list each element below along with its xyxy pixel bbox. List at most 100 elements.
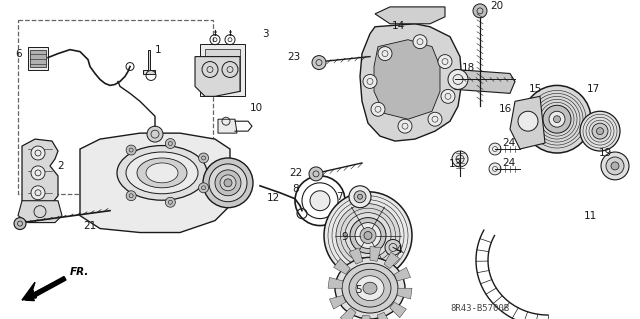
- Ellipse shape: [356, 276, 384, 300]
- Circle shape: [126, 191, 136, 201]
- Circle shape: [31, 186, 45, 200]
- Text: 23: 23: [287, 52, 300, 62]
- Ellipse shape: [363, 282, 377, 294]
- Ellipse shape: [203, 158, 253, 208]
- Ellipse shape: [336, 204, 400, 267]
- Polygon shape: [330, 295, 346, 309]
- Polygon shape: [205, 48, 240, 91]
- Ellipse shape: [342, 263, 398, 313]
- Ellipse shape: [554, 116, 561, 123]
- Circle shape: [31, 166, 45, 180]
- Polygon shape: [374, 40, 440, 119]
- Polygon shape: [18, 201, 62, 223]
- Ellipse shape: [335, 257, 405, 319]
- Circle shape: [147, 126, 163, 142]
- Polygon shape: [455, 70, 515, 93]
- Circle shape: [165, 138, 175, 148]
- Text: 12: 12: [267, 193, 280, 203]
- Polygon shape: [22, 282, 35, 300]
- Text: 11: 11: [584, 211, 596, 221]
- Circle shape: [378, 47, 392, 61]
- Ellipse shape: [310, 191, 330, 211]
- Ellipse shape: [358, 194, 362, 199]
- Text: 15: 15: [529, 85, 542, 94]
- Circle shape: [441, 89, 455, 103]
- Ellipse shape: [523, 85, 591, 153]
- Text: 3: 3: [262, 29, 269, 39]
- Circle shape: [518, 111, 538, 131]
- Polygon shape: [328, 278, 343, 288]
- Ellipse shape: [364, 232, 372, 240]
- Polygon shape: [80, 133, 230, 233]
- Circle shape: [438, 55, 452, 69]
- Polygon shape: [22, 139, 58, 209]
- Text: 2: 2: [58, 161, 64, 171]
- Ellipse shape: [324, 192, 412, 279]
- Text: 5: 5: [355, 285, 362, 295]
- Ellipse shape: [349, 269, 391, 307]
- Text: 10: 10: [250, 103, 263, 113]
- Ellipse shape: [606, 157, 624, 175]
- Circle shape: [385, 240, 401, 256]
- Text: 8: 8: [292, 184, 300, 194]
- Polygon shape: [200, 44, 245, 96]
- Polygon shape: [359, 315, 370, 319]
- Ellipse shape: [580, 111, 620, 151]
- Circle shape: [428, 112, 442, 126]
- Circle shape: [448, 70, 468, 89]
- Circle shape: [14, 218, 26, 230]
- Text: 24: 24: [502, 138, 515, 148]
- Polygon shape: [384, 252, 400, 269]
- Circle shape: [165, 197, 175, 207]
- Polygon shape: [340, 308, 356, 319]
- Circle shape: [371, 102, 385, 116]
- Circle shape: [452, 151, 468, 167]
- Polygon shape: [30, 50, 46, 67]
- Polygon shape: [397, 288, 412, 299]
- Ellipse shape: [355, 223, 381, 249]
- Ellipse shape: [549, 111, 565, 127]
- Text: 8R43-B5700B: 8R43-B5700B: [451, 304, 509, 313]
- Text: 16: 16: [499, 104, 512, 114]
- Polygon shape: [370, 247, 381, 261]
- Ellipse shape: [220, 175, 236, 191]
- Ellipse shape: [117, 145, 207, 200]
- Circle shape: [198, 183, 209, 193]
- Polygon shape: [360, 24, 462, 141]
- Ellipse shape: [215, 170, 241, 196]
- Polygon shape: [510, 96, 545, 149]
- FancyArrow shape: [25, 277, 66, 300]
- Polygon shape: [377, 312, 391, 319]
- Ellipse shape: [209, 164, 247, 202]
- Circle shape: [489, 163, 501, 175]
- Polygon shape: [390, 302, 406, 318]
- Ellipse shape: [137, 158, 187, 188]
- Text: 1: 1: [155, 45, 161, 55]
- Polygon shape: [394, 267, 411, 281]
- Text: 6: 6: [15, 48, 22, 59]
- Polygon shape: [195, 56, 240, 96]
- Polygon shape: [143, 50, 155, 74]
- Circle shape: [312, 56, 326, 70]
- Text: 20: 20: [490, 1, 503, 11]
- Ellipse shape: [611, 162, 619, 170]
- Polygon shape: [218, 119, 237, 133]
- Ellipse shape: [146, 163, 178, 183]
- Circle shape: [363, 74, 377, 88]
- Circle shape: [413, 35, 427, 48]
- Circle shape: [473, 4, 487, 18]
- Ellipse shape: [349, 186, 371, 208]
- Circle shape: [31, 146, 45, 160]
- Ellipse shape: [126, 152, 198, 194]
- Ellipse shape: [224, 179, 232, 187]
- Text: 13: 13: [449, 159, 462, 169]
- Polygon shape: [28, 47, 48, 70]
- Text: 21: 21: [83, 220, 97, 231]
- Circle shape: [489, 143, 501, 155]
- Polygon shape: [349, 248, 363, 264]
- Text: FR.: FR.: [70, 267, 90, 277]
- Ellipse shape: [592, 123, 608, 139]
- Circle shape: [309, 167, 323, 181]
- Circle shape: [398, 119, 412, 133]
- Bar: [18, 20, 213, 194]
